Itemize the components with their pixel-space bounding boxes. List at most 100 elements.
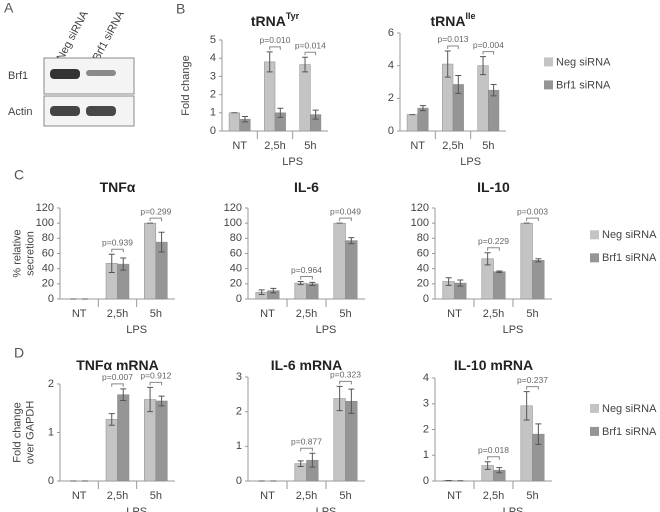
chart-title: TNFα bbox=[100, 179, 136, 195]
y-tick-label: 3 bbox=[210, 70, 216, 82]
y-tick-label: 40 bbox=[42, 263, 54, 275]
bar bbox=[417, 107, 429, 132]
significance-bracket bbox=[526, 217, 539, 222]
y-tick-label: 100 bbox=[224, 217, 242, 229]
x-tick-label: NT bbox=[260, 490, 275, 502]
y-tick-label: 0 bbox=[210, 125, 216, 137]
y-tick-label: 4 bbox=[210, 52, 216, 64]
x-tick-label: NT bbox=[447, 490, 462, 502]
row-label: Brf1 bbox=[8, 70, 28, 82]
x-tick-label: 2,5h bbox=[296, 308, 317, 320]
y-tick-label: 0 bbox=[48, 293, 54, 305]
y-tick-label: 3 bbox=[236, 371, 242, 383]
x-tick-label: NT bbox=[232, 140, 247, 152]
p-value: p=0.323 bbox=[330, 370, 361, 380]
y-tick-label: 20 bbox=[417, 278, 429, 290]
significance-bracket bbox=[526, 386, 539, 390]
x-tick-label: 5h bbox=[526, 308, 538, 320]
y-tick-label: 0 bbox=[48, 475, 54, 487]
error-bar bbox=[484, 252, 491, 266]
legend-swatch bbox=[590, 253, 599, 263]
significance-bracket bbox=[487, 456, 500, 460]
p-value: p=0.003 bbox=[517, 206, 548, 216]
x-tick-label: NT bbox=[260, 308, 275, 320]
lane-label: Brf1 siRNA bbox=[91, 9, 127, 63]
error-bar bbox=[309, 281, 316, 286]
x-tick-label: 2,5h bbox=[483, 308, 504, 320]
error-bar bbox=[496, 467, 503, 474]
p-value: p=0.014 bbox=[295, 41, 326, 51]
chart-title: IL-6 mRNA bbox=[271, 357, 343, 373]
error-bar bbox=[309, 452, 316, 468]
x-tick-label: NT bbox=[447, 308, 462, 320]
y-tick-label: 80 bbox=[230, 232, 242, 244]
bar bbox=[345, 240, 358, 300]
p-value: p=0.018 bbox=[478, 445, 509, 455]
p-value: p=0.007 bbox=[102, 372, 133, 382]
error-bar bbox=[455, 74, 462, 94]
y-tick-label: 0 bbox=[423, 475, 429, 487]
y-tick-label: 1 bbox=[48, 426, 54, 438]
chart-title: IL-10 mRNA bbox=[454, 357, 533, 373]
bar bbox=[294, 282, 307, 300]
y-tick-label: 120 bbox=[36, 202, 54, 214]
error-bar bbox=[120, 388, 127, 401]
x-group-label: LPS bbox=[316, 506, 337, 512]
blot-band bbox=[50, 69, 80, 79]
y-tick-label: 2 bbox=[423, 423, 429, 435]
significance-bracket bbox=[304, 51, 317, 56]
y-tick-label: 20 bbox=[230, 278, 242, 290]
x-tick-label: 2,5h bbox=[296, 490, 317, 502]
error-bar bbox=[108, 413, 115, 426]
title-text: IL-6 bbox=[294, 179, 319, 195]
title-text: IL-10 mRNA bbox=[454, 357, 533, 373]
y-axis-label: % relative bbox=[11, 229, 23, 277]
error-bar bbox=[496, 270, 503, 273]
x-tick-label: 2,5h bbox=[264, 140, 285, 152]
y-tick-label: 60 bbox=[42, 247, 54, 259]
error-bar bbox=[297, 460, 304, 467]
y-axis-label: Fold change bbox=[11, 402, 23, 463]
x-tick-label: 5h bbox=[150, 308, 162, 320]
error-bar bbox=[312, 109, 319, 120]
p-value: p=0.299 bbox=[140, 206, 171, 216]
chart-title: IL-6 bbox=[294, 179, 319, 195]
p-value: p=0.877 bbox=[291, 437, 322, 447]
p-value: p=0.004 bbox=[473, 40, 504, 50]
y-tick-label: 100 bbox=[36, 217, 54, 229]
chart-title: IL-10 bbox=[477, 179, 510, 195]
blot-panel: A Neg siRNA Brf1 siRNA Brf1 Actin bbox=[4, 0, 135, 127]
title-text: tRNA bbox=[251, 13, 286, 29]
error-bar bbox=[258, 289, 265, 295]
error-bar bbox=[535, 423, 542, 445]
significance-bracket bbox=[149, 381, 163, 386]
x-tick-label: 5h bbox=[339, 308, 351, 320]
chart-title: tRNATyr bbox=[251, 11, 300, 28]
bar bbox=[117, 394, 130, 482]
bar bbox=[299, 64, 311, 132]
y-tick-label: 6 bbox=[388, 27, 394, 39]
p-value: p=0.013 bbox=[438, 34, 469, 44]
p-value: p=0.229 bbox=[478, 236, 509, 246]
legend-label: Neg siRNA bbox=[602, 403, 657, 415]
bar bbox=[532, 260, 545, 300]
error-bar bbox=[266, 51, 273, 73]
error-bar bbox=[348, 237, 355, 245]
p-value: p=0.912 bbox=[140, 371, 171, 381]
panel-label: B bbox=[176, 1, 185, 17]
error-bar bbox=[158, 395, 165, 407]
significance-bracket bbox=[300, 276, 313, 280]
significance-bracket bbox=[339, 217, 352, 222]
bar bbox=[333, 222, 346, 300]
y-tick-label: 60 bbox=[417, 247, 429, 259]
error-bar bbox=[241, 115, 248, 123]
y-tick-label: 2 bbox=[388, 92, 394, 104]
y-tick-label: 1 bbox=[423, 449, 429, 461]
significance-bracket bbox=[482, 51, 495, 55]
y-tick-label: 80 bbox=[417, 232, 429, 244]
title-superscript: Ile bbox=[465, 11, 475, 21]
panel-label: D bbox=[14, 345, 24, 361]
x-tick-label: 2,5h bbox=[107, 490, 128, 502]
lane-label: Neg siRNA bbox=[55, 9, 91, 63]
